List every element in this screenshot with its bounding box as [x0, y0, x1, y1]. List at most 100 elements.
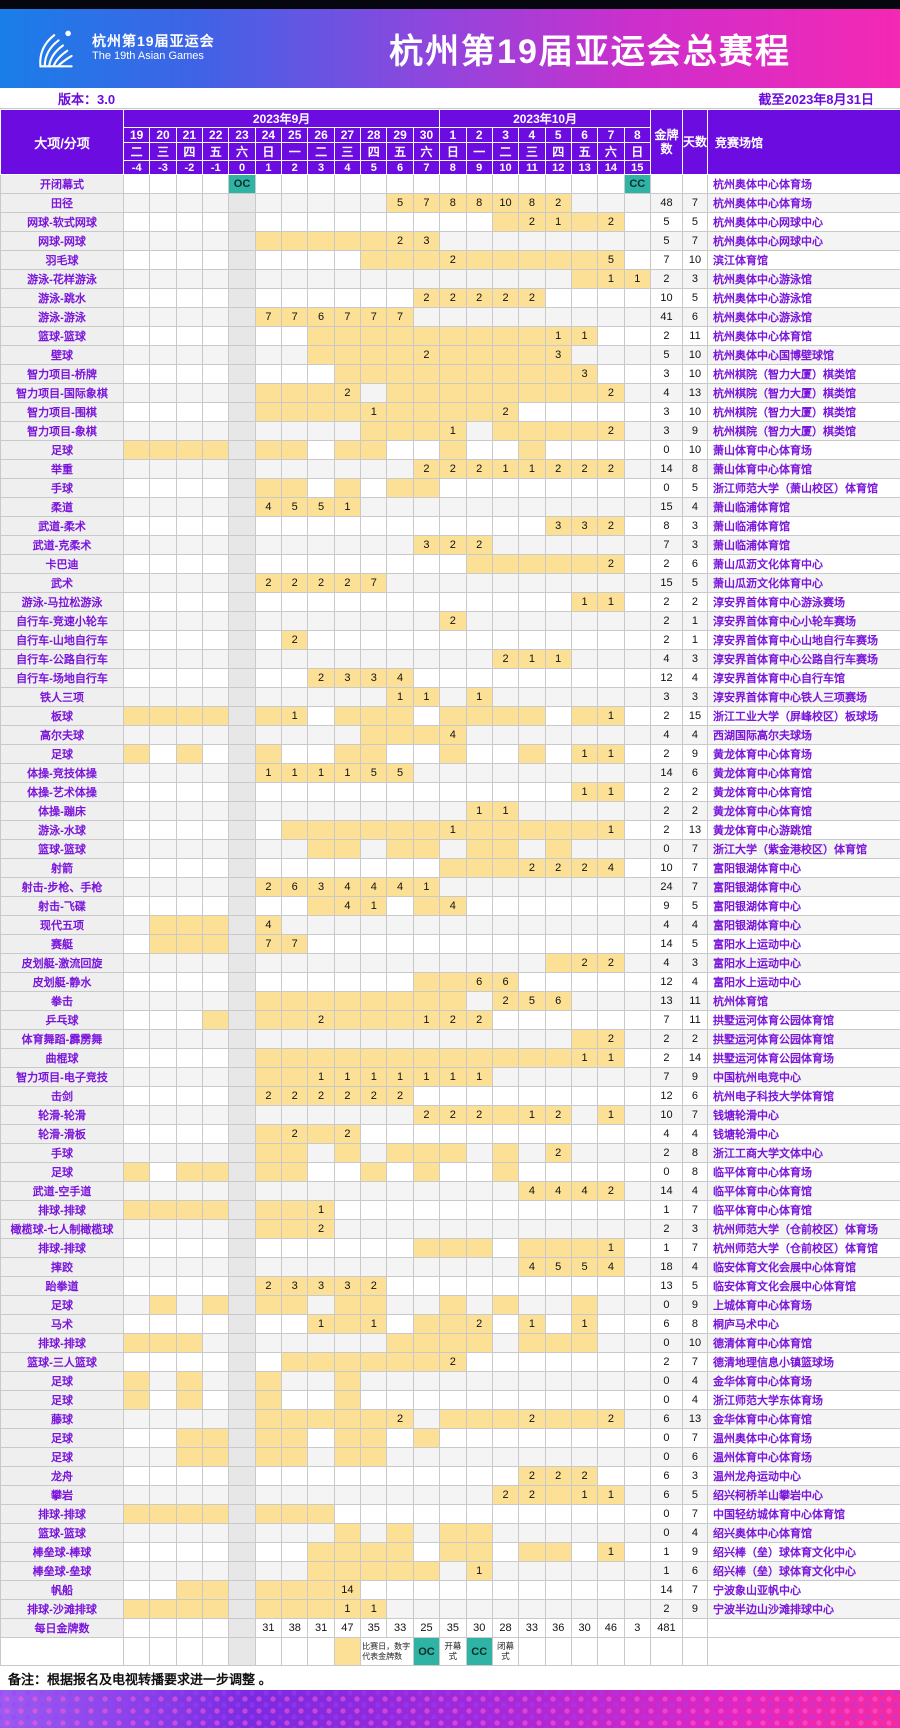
competition-day-cell — [440, 1524, 466, 1543]
day-cell — [571, 1353, 597, 1372]
competition-day-cell — [334, 840, 360, 859]
day-cell — [176, 308, 202, 327]
day-cell — [598, 1372, 624, 1391]
day-cell — [571, 916, 597, 935]
gold-medal-day-cell: 2 — [440, 251, 466, 270]
competition-day-cell — [387, 726, 413, 745]
day-cell — [598, 308, 624, 327]
day-cell — [598, 612, 624, 631]
day-cell — [519, 308, 545, 327]
competition-day-cell — [282, 1410, 308, 1429]
day-cell — [466, 1486, 492, 1505]
day-cell — [571, 1505, 597, 1524]
day-cell — [492, 1429, 518, 1448]
venue-name: 浙江工业大学（屏峰校区）板球场 — [707, 707, 900, 726]
competition-day-cell — [492, 346, 518, 365]
date-header: 7 — [598, 128, 624, 143]
day-cell — [466, 1144, 492, 1163]
day-cell — [571, 1372, 597, 1391]
days-count: 6 — [682, 1087, 707, 1106]
gold-count: 4 — [650, 1125, 682, 1144]
venue-name: 德清体育中心体育馆 — [707, 1334, 900, 1353]
day-cell — [492, 1581, 518, 1600]
day-cell — [334, 1220, 360, 1239]
day-cell — [387, 1030, 413, 1049]
day-cell — [229, 1505, 255, 1524]
competition-day-cell — [124, 745, 150, 764]
competition-day-cell — [308, 403, 334, 422]
competition-day-cell — [203, 707, 229, 726]
competition-day-cell — [387, 327, 413, 346]
day-cell — [413, 783, 439, 802]
sport-label: 游泳-游泳 — [1, 308, 124, 327]
day-cell — [545, 916, 571, 935]
day-cell — [440, 688, 466, 707]
daynum-header: -2 — [176, 161, 202, 175]
day-cell — [413, 270, 439, 289]
day-cell — [387, 1296, 413, 1315]
daynum-header: 9 — [466, 161, 492, 175]
venue-name: 萧山瓜沥文化体育中心 — [707, 574, 900, 593]
day-cell — [282, 916, 308, 935]
venue-name: 杭州师范大学（仓前校区）体育场 — [707, 1220, 900, 1239]
day-cell — [545, 688, 571, 707]
day-cell — [466, 1030, 492, 1049]
gold-medal-day-cell: 2 — [519, 859, 545, 878]
sport-label: 田径 — [1, 194, 124, 213]
day-cell — [466, 441, 492, 460]
weekday-header: 日 — [624, 143, 650, 161]
day-cell — [624, 1391, 650, 1410]
competition-day-cell — [466, 365, 492, 384]
day-cell — [413, 1486, 439, 1505]
day-cell — [387, 745, 413, 764]
legend-cell — [203, 1638, 229, 1666]
competition-day-cell — [334, 1011, 360, 1030]
gold-count: 2 — [650, 612, 682, 631]
competition-day-cell — [203, 1600, 229, 1619]
day-cell — [176, 802, 202, 821]
day-cell — [282, 175, 308, 194]
day-cell — [150, 1562, 176, 1581]
gold-medal-day-cell: 7 — [255, 935, 281, 954]
day-cell — [308, 726, 334, 745]
venue-name: 黄龙体育中心体育馆 — [707, 764, 900, 783]
day-cell — [124, 1277, 150, 1296]
competition-day-cell — [255, 1372, 281, 1391]
days-count: 3 — [682, 536, 707, 555]
day-cell — [176, 1562, 202, 1581]
day-cell — [203, 593, 229, 612]
day-cell — [282, 194, 308, 213]
day-cell — [387, 536, 413, 555]
day-cell — [176, 669, 202, 688]
day-cell — [308, 1144, 334, 1163]
gold-medal-day-cell: 2 — [466, 1315, 492, 1334]
day-cell — [203, 840, 229, 859]
day-cell — [229, 859, 255, 878]
day-cell — [150, 308, 176, 327]
day-cell — [308, 555, 334, 574]
sport-label: 卡巴迪 — [1, 555, 124, 574]
days-count: 5 — [682, 897, 707, 916]
day-cell — [466, 631, 492, 650]
venue-name: 富阳银湖体育中心 — [707, 859, 900, 878]
day-cell — [519, 612, 545, 631]
day-cell — [229, 1562, 255, 1581]
days-count: 3 — [682, 954, 707, 973]
day-cell — [387, 916, 413, 935]
day-cell — [361, 1125, 387, 1144]
gold-count: 0 — [650, 1296, 682, 1315]
day-cell — [571, 403, 597, 422]
day-cell — [124, 1467, 150, 1486]
day-cell — [624, 1505, 650, 1524]
day-cell — [387, 213, 413, 232]
competition-day-cell — [492, 1144, 518, 1163]
day-cell — [150, 1144, 176, 1163]
venue-name: 富阳水上运动中心 — [707, 935, 900, 954]
competition-day-cell — [308, 992, 334, 1011]
day-cell — [624, 1448, 650, 1467]
gold-medal-day-cell: 1 — [571, 327, 597, 346]
